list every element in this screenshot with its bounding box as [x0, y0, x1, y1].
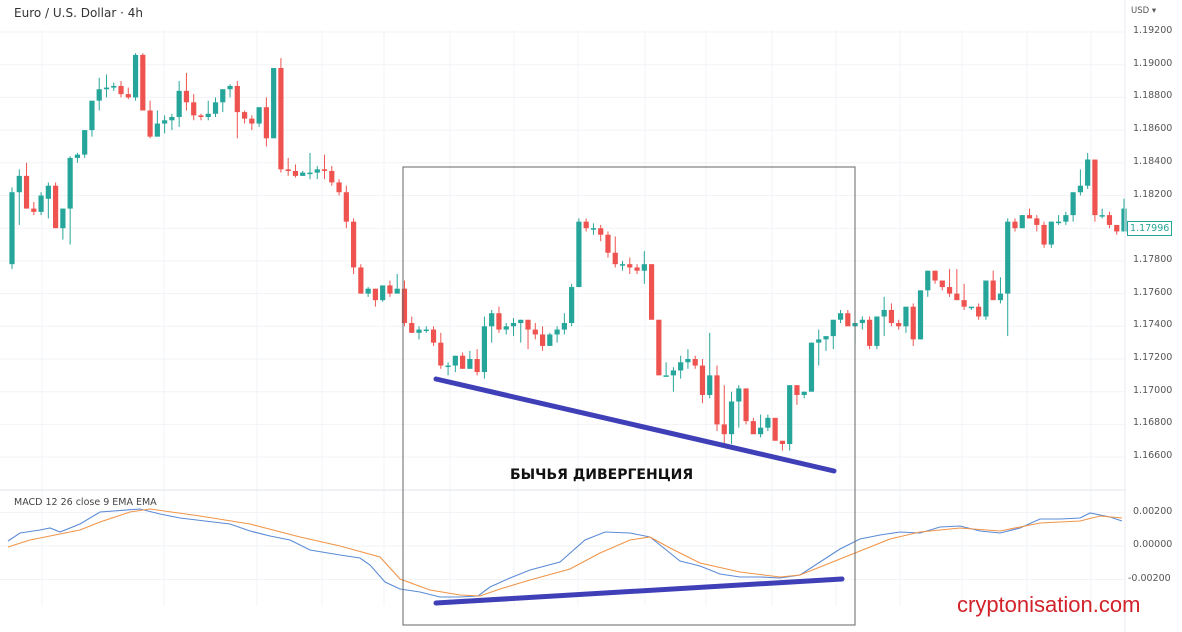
price-tick-label: 1.17800	[1133, 253, 1173, 265]
last-price-tag: 1.17996	[1127, 221, 1173, 236]
price-tick-label: 1.18800	[1133, 90, 1173, 102]
macd-tick-label: -0.00200	[1128, 572, 1171, 584]
watermark: cryptonisation.com	[957, 592, 1141, 617]
price-tick-label: 1.19200	[1133, 25, 1173, 36]
price-tick-label: 1.17600	[1133, 286, 1173, 298]
divergence-annotation: БЫЧЬЯ ДИВЕРГЕНЦИЯ	[510, 467, 694, 483]
price-tick-label: 1.16600	[1133, 450, 1173, 462]
price-tick-label: 1.18600	[1133, 123, 1173, 135]
price-tick-label: 1.18400	[1133, 155, 1173, 167]
grid-lines	[0, 30, 1125, 606]
price-tick-label: 1.17200	[1133, 352, 1173, 363]
symbol-title[interactable]: Euro / U.S. Dollar · 4h	[14, 6, 143, 20]
macd-pane	[7, 508, 1123, 598]
candlestick-series	[9, 53, 1127, 451]
price-tick-label: 1.17400	[1133, 319, 1173, 331]
price-tick-label: 1.16800	[1133, 417, 1173, 429]
macd-legend[interactable]: MACD 12 26 close 9 EMA EMA	[14, 497, 157, 508]
currency-selector[interactable]: USD ▾	[1131, 6, 1157, 16]
macd-trendline	[433, 576, 845, 606]
highlight-box	[402, 166, 856, 626]
price-tick-label: 1.19000	[1133, 57, 1173, 69]
macd-tick-label: 0.00200	[1133, 505, 1173, 517]
macd-tick-label: 0.00000	[1133, 539, 1173, 550]
price-trendline	[433, 376, 837, 474]
price-tick-label: 1.18200	[1133, 188, 1173, 200]
price-tick-label: 1.17000	[1133, 384, 1173, 396]
